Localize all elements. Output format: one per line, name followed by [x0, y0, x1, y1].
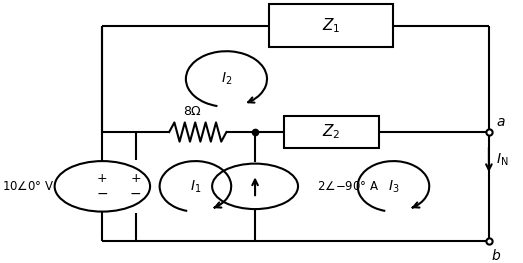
Text: $I_\mathrm{N}$: $I_\mathrm{N}$ — [496, 152, 508, 168]
Text: +: + — [130, 172, 141, 185]
Text: $I_2$: $I_2$ — [221, 71, 232, 87]
Text: $8\Omega$: $8\Omega$ — [184, 105, 202, 118]
Text: −: − — [97, 187, 108, 201]
Text: $Z_2$: $Z_2$ — [322, 123, 340, 141]
Text: $I_1$: $I_1$ — [190, 178, 201, 195]
Circle shape — [212, 164, 298, 209]
Text: $2\angle{-}90°$ A: $2\angle{-}90°$ A — [317, 180, 380, 193]
Text: $10\angle0°$ V: $10\angle0°$ V — [2, 180, 54, 193]
Text: $I_3$: $I_3$ — [388, 178, 399, 195]
Circle shape — [54, 161, 150, 212]
Text: $Z_1$: $Z_1$ — [322, 17, 340, 35]
Text: b: b — [491, 249, 500, 263]
Text: +: + — [97, 172, 108, 185]
Bar — [283, 116, 379, 148]
Bar — [269, 4, 393, 47]
Text: a: a — [496, 115, 505, 129]
Text: −: − — [130, 187, 142, 201]
